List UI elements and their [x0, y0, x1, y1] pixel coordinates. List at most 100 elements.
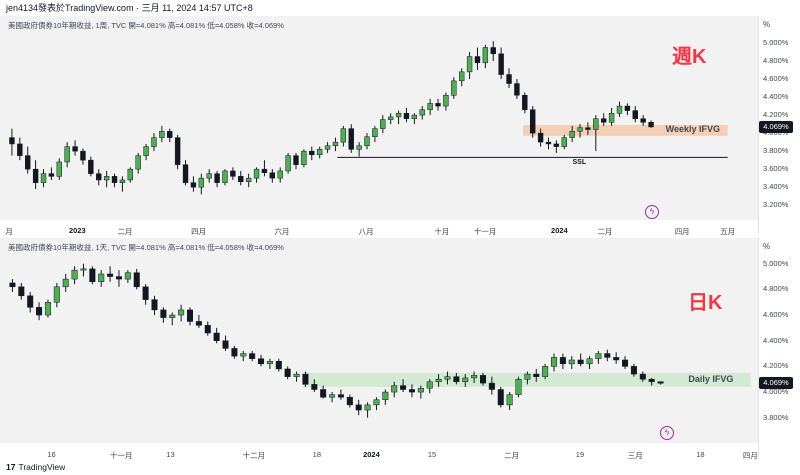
candle[interactable] — [18, 282, 25, 300]
candle[interactable] — [657, 381, 664, 385]
candle[interactable] — [178, 304, 185, 322]
candle[interactable] — [451, 77, 457, 99]
candle[interactable] — [245, 173, 252, 188]
candle[interactable] — [426, 379, 433, 394]
candle[interactable] — [44, 299, 51, 318]
candle[interactable] — [648, 120, 654, 128]
candle[interactable] — [9, 128, 15, 156]
candle[interactable] — [561, 134, 567, 150]
candle[interactable] — [324, 142, 331, 153]
candle[interactable] — [56, 158, 62, 180]
candle[interactable] — [466, 52, 473, 80]
daily-ifvg-zone[interactable] — [303, 372, 751, 387]
candle[interactable] — [340, 125, 347, 147]
candle[interactable] — [71, 266, 78, 285]
candle[interactable] — [27, 291, 34, 313]
candle[interactable] — [36, 302, 43, 321]
candle[interactable] — [640, 115, 646, 126]
candle[interactable] — [632, 106, 638, 123]
candle[interactable] — [119, 176, 126, 192]
candle[interactable] — [277, 167, 283, 183]
candle[interactable] — [231, 345, 238, 359]
candle[interactable] — [542, 363, 549, 380]
daily-pane[interactable]: 美國政府債券10年期收益, 1天, TVC 開=4.081% 高=4.081% … — [0, 238, 800, 460]
candle[interactable] — [293, 152, 299, 170]
candle[interactable] — [380, 115, 386, 134]
candle[interactable] — [577, 353, 584, 367]
candle[interactable] — [443, 92, 449, 111]
candle[interactable] — [568, 356, 575, 369]
candle[interactable] — [40, 169, 47, 188]
candle[interactable] — [103, 170, 110, 188]
candle[interactable] — [160, 307, 167, 323]
candle[interactable] — [551, 353, 558, 372]
candle[interactable] — [364, 133, 370, 150]
candle[interactable] — [506, 68, 512, 89]
candle[interactable] — [533, 368, 540, 382]
candle[interactable] — [127, 167, 133, 183]
candle[interactable] — [613, 352, 620, 364]
candle[interactable] — [269, 169, 276, 183]
candle[interactable] — [9, 279, 16, 292]
candle[interactable] — [332, 137, 339, 152]
candle[interactable] — [595, 350, 602, 364]
candle[interactable] — [167, 128, 173, 143]
weekly-pane[interactable]: 美國政府債券10年期收益, 1周, TVC 開=4.081% 高=4.081% … — [0, 16, 800, 236]
candle[interactable] — [387, 113, 394, 125]
candle[interactable] — [151, 295, 158, 316]
candle[interactable] — [249, 350, 256, 362]
candle[interactable] — [403, 107, 410, 123]
candle[interactable] — [142, 284, 149, 305]
candle[interactable] — [107, 266, 114, 282]
daily-price-axis[interactable] — [758, 238, 800, 459]
candle[interactable] — [72, 140, 78, 156]
candle[interactable] — [32, 160, 39, 189]
candle[interactable] — [346, 394, 353, 408]
candle[interactable] — [474, 47, 481, 71]
candle[interactable] — [115, 270, 122, 287]
candle[interactable] — [213, 327, 220, 344]
candle[interactable] — [490, 41, 496, 62]
candle[interactable] — [348, 124, 354, 153]
candle[interactable] — [515, 376, 522, 398]
candle[interactable] — [616, 101, 623, 117]
candle[interactable] — [261, 160, 268, 177]
candle[interactable] — [537, 128, 544, 147]
candle[interactable] — [444, 371, 451, 385]
candle[interactable] — [143, 143, 149, 161]
candle[interactable] — [453, 372, 460, 385]
candle[interactable] — [309, 146, 315, 161]
candle[interactable] — [182, 160, 189, 186]
candle[interactable] — [604, 349, 611, 362]
candle[interactable] — [285, 152, 291, 174]
candle[interactable] — [648, 377, 655, 386]
candle[interactable] — [222, 335, 229, 351]
candle[interactable] — [80, 263, 87, 277]
candle[interactable] — [214, 170, 220, 188]
candle[interactable] — [329, 392, 336, 403]
candle[interactable] — [316, 146, 323, 159]
candle[interactable] — [135, 152, 141, 174]
candle[interactable] — [622, 356, 629, 369]
candle[interactable] — [96, 169, 102, 186]
candle[interactable] — [89, 266, 96, 285]
candle[interactable] — [293, 371, 300, 382]
candle[interactable] — [514, 79, 520, 99]
candle[interactable] — [355, 399, 362, 416]
candle[interactable] — [435, 98, 441, 111]
candle[interactable] — [545, 137, 552, 150]
candle[interactable] — [88, 156, 94, 177]
candle[interactable] — [411, 113, 418, 125]
candle[interactable] — [593, 115, 599, 152]
candle[interactable] — [630, 363, 637, 377]
candle[interactable] — [111, 173, 118, 188]
candle[interactable] — [601, 113, 607, 126]
candle[interactable] — [230, 167, 236, 180]
candle[interactable] — [80, 148, 86, 165]
weekly-ifvg-zone[interactable] — [523, 125, 728, 136]
candle[interactable] — [559, 353, 566, 369]
candle[interactable] — [524, 371, 531, 385]
candle[interactable] — [64, 142, 70, 168]
candle[interactable] — [462, 374, 469, 387]
candle[interactable] — [204, 321, 211, 336]
